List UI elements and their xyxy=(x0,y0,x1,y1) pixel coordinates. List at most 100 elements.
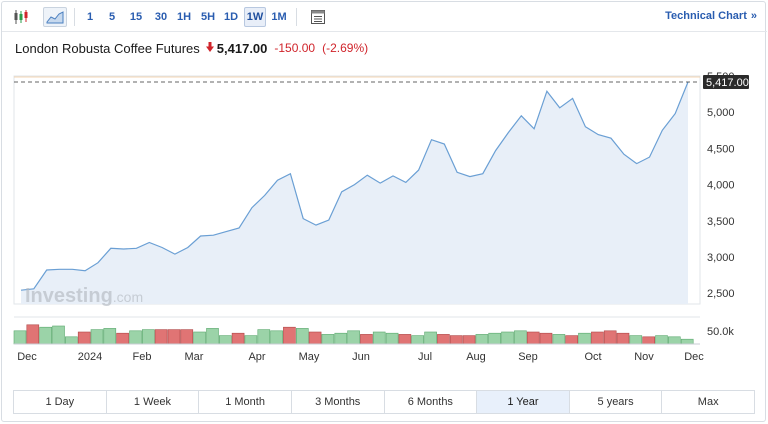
volume-bar xyxy=(65,336,78,345)
volume-bar xyxy=(514,330,527,345)
volume-bar xyxy=(642,336,656,345)
x-tick-label: Dec xyxy=(684,351,704,363)
interval-1w[interactable]: 1W xyxy=(244,7,266,27)
last-price: 5,417.00 xyxy=(216,40,268,56)
volume-bar xyxy=(591,331,604,345)
x-tick-label: Oct xyxy=(584,351,601,363)
volume-bar xyxy=(142,329,155,345)
y-tick-label: 3,500 xyxy=(707,216,735,228)
interval-5h[interactable]: 5H xyxy=(200,11,216,23)
volume-bar xyxy=(90,329,104,345)
x-tick-label: Jun xyxy=(352,351,370,363)
volume-bar xyxy=(180,329,194,345)
volume-bar xyxy=(321,334,335,345)
investing-watermark: Investing.com xyxy=(25,285,143,307)
x-tick-label: Jul xyxy=(418,351,432,363)
volume-bar xyxy=(488,332,502,345)
x-tick-label: Nov xyxy=(634,351,654,363)
volume-bar xyxy=(257,329,271,345)
volume-bar xyxy=(154,329,168,345)
volume-bar xyxy=(129,330,142,345)
volume-bar xyxy=(167,329,181,345)
interval-1d[interactable]: 1D xyxy=(223,11,239,23)
double-chevron-right-icon: » xyxy=(750,10,757,22)
volume-bar xyxy=(360,334,373,345)
volume-bar xyxy=(116,332,129,345)
volume-bar xyxy=(244,335,258,345)
volume-bar xyxy=(539,332,553,345)
instrument-header: London Robusta Coffee Futures 5,417.00 -… xyxy=(15,39,368,57)
volume-bar xyxy=(295,328,309,345)
volume-bar xyxy=(603,330,617,345)
volume-bar xyxy=(347,330,360,345)
watermark-brand: Investing xyxy=(25,285,113,307)
volume-bar xyxy=(411,335,425,345)
last-price-tag xyxy=(703,75,749,90)
period-1-day[interactable]: 1 Day xyxy=(14,391,107,413)
volume-bar xyxy=(655,335,668,345)
y-tick-label: 4,500 xyxy=(707,143,735,155)
x-tick-label: Dec xyxy=(17,351,37,363)
interval-1[interactable]: 1 xyxy=(86,11,94,23)
volume-bar xyxy=(565,335,579,345)
down-arrow-icon xyxy=(205,41,214,55)
volume-bar xyxy=(667,336,681,345)
interval-1m[interactable]: 1M xyxy=(271,11,287,23)
period-5-years[interactable]: 5 years xyxy=(570,391,663,413)
volume-bar xyxy=(578,332,591,345)
volume-bar xyxy=(334,332,348,345)
x-tick-label: Apr xyxy=(248,351,265,363)
period-3-months[interactable]: 3 Months xyxy=(292,391,385,413)
area-chart-icon[interactable] xyxy=(43,7,67,27)
x-tick-label: Sep xyxy=(518,351,538,363)
indicators-icon[interactable] xyxy=(308,7,328,27)
last-price-tag-label: 5,417.00 xyxy=(706,77,749,89)
price-change-percent: (-2.69%) xyxy=(322,41,369,55)
interval-30[interactable]: 30 xyxy=(154,11,168,23)
period-max[interactable]: Max xyxy=(697,396,719,408)
x-tick-label: Mar xyxy=(185,351,204,363)
volume-bar xyxy=(13,330,27,345)
volume-bar xyxy=(308,331,322,345)
volume-bar xyxy=(629,335,643,345)
volume-tick-label: 50.0k xyxy=(707,326,734,338)
instrument-name: London Robusta Coffee Futures xyxy=(15,40,200,56)
price-chart[interactable]: Investing.com 2,500 3,000 3,500 4,000 4,500 5… xyxy=(0,68,768,368)
volume-bar xyxy=(501,331,514,345)
volume-bar xyxy=(462,335,476,345)
x-tick-label: May xyxy=(299,351,320,363)
x-tick-label: Feb xyxy=(133,351,152,363)
volume-bar xyxy=(283,326,296,345)
y-tick-label: 4,000 xyxy=(707,180,735,192)
volume-bar xyxy=(526,331,540,345)
period-6-months[interactable]: 6 Months xyxy=(385,391,478,413)
technical-chart-link[interactable]: Technical Chart» xyxy=(665,10,757,22)
x-tick-label: Aug xyxy=(466,351,486,363)
period-1-year[interactable]: 1 Year xyxy=(477,391,570,413)
volume-bar xyxy=(52,325,65,345)
candlestick-icon[interactable] xyxy=(10,7,32,27)
y-tick-label: 5,000 xyxy=(707,107,735,119)
x-tick-label: 2024 xyxy=(78,351,102,363)
volume-bar xyxy=(231,332,245,345)
volume-bar xyxy=(437,334,450,345)
interval-5[interactable]: 5 xyxy=(108,11,116,23)
volume-bar xyxy=(449,335,463,345)
price-area-fill xyxy=(21,82,688,304)
period-selector: 1 Day 1 Week 1 Month 3 Months 6 Months 1… xyxy=(13,390,755,414)
period-1-month[interactable]: 1 Month xyxy=(199,391,292,413)
volume-bar xyxy=(680,338,694,345)
price-chart-svg: Investing.com 2,500 3,000 3,500 4,000 4,500 5… xyxy=(13,71,749,363)
volume-bar xyxy=(77,331,91,345)
interval-15[interactable]: 15 xyxy=(129,11,143,23)
technical-chart-label: Technical Chart xyxy=(665,10,747,22)
y-tick-label: 3,000 xyxy=(707,252,735,264)
volume-bar xyxy=(270,330,283,345)
volume-bar xyxy=(26,324,40,345)
toolbar-divider xyxy=(74,8,75,26)
chart-toolbar: 1 5 15 30 1H 5H 1D 1W 1M Technical Chart… xyxy=(2,2,767,32)
period-1-week[interactable]: 1 Week xyxy=(107,391,200,413)
interval-1h[interactable]: 1H xyxy=(176,11,192,23)
volume-bar xyxy=(552,334,566,345)
